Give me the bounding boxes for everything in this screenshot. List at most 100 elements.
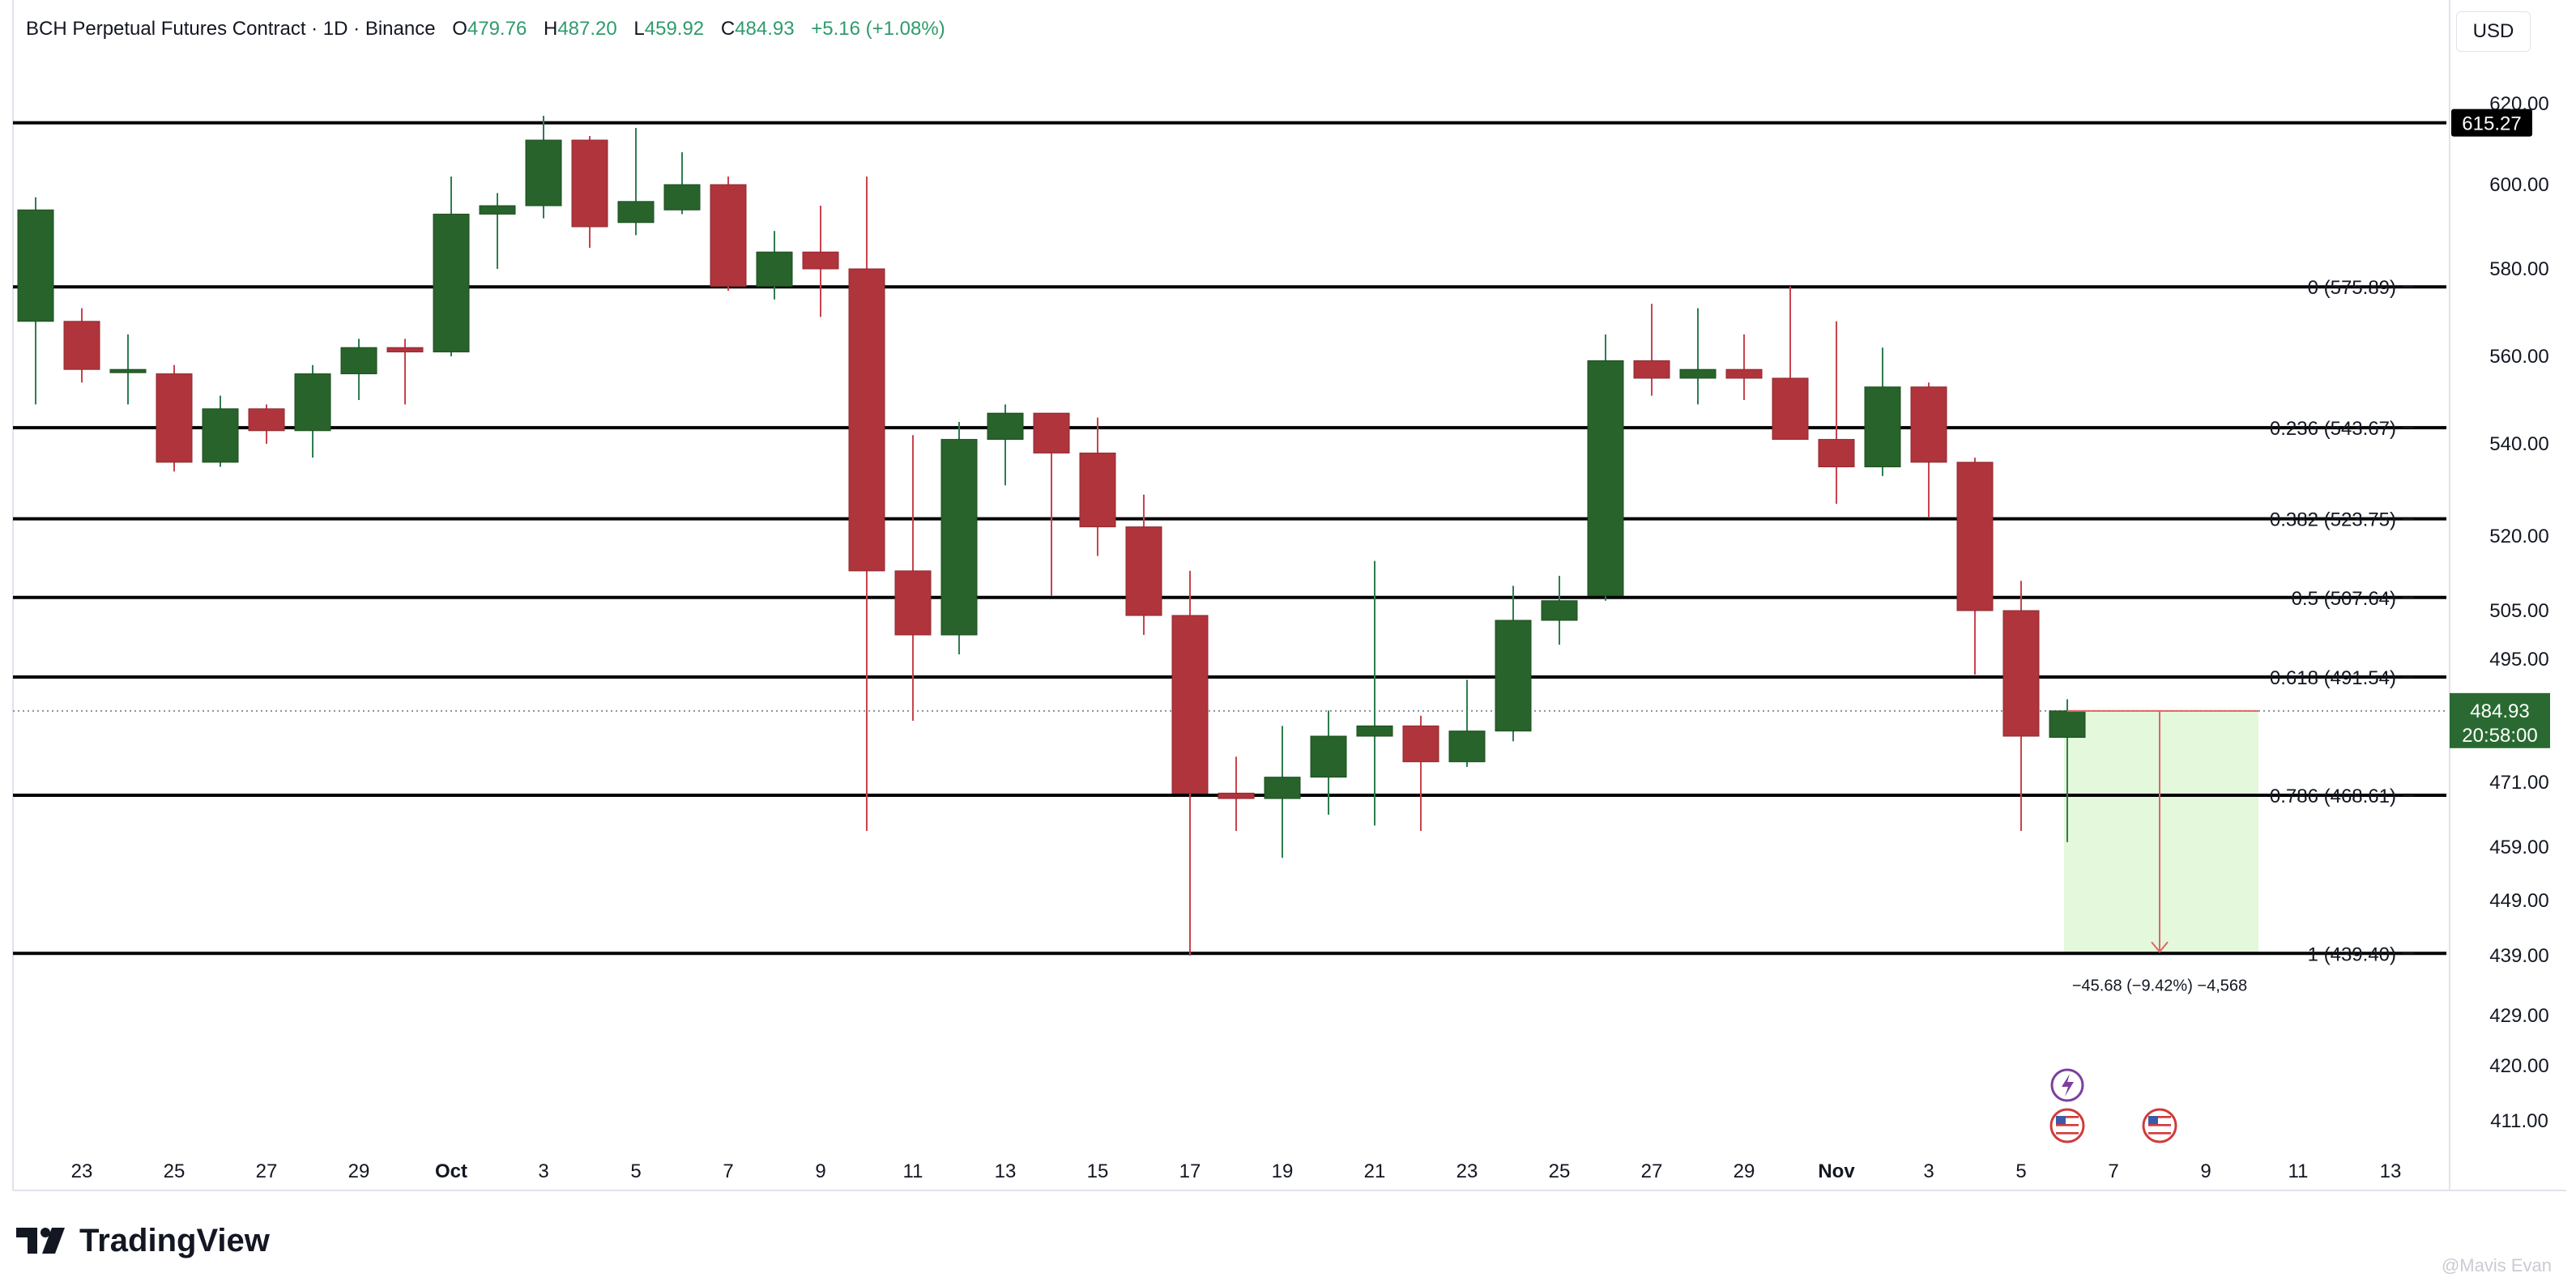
price-tick-label: 580.00 xyxy=(2489,258,2548,280)
price-tick-label: 505.00 xyxy=(2489,600,2548,622)
time-tick-label: 21 xyxy=(1364,1160,1386,1182)
time-tick-label: 9 xyxy=(2200,1160,2211,1182)
flag-stripe xyxy=(2148,1124,2171,1126)
time-tick-label: 7 xyxy=(2108,1160,2118,1182)
flag-stripe xyxy=(2056,1124,2079,1126)
candle-body xyxy=(1818,439,1855,467)
candle-body xyxy=(340,347,377,375)
candle-body xyxy=(1587,360,1624,597)
candle-body xyxy=(1541,600,1578,621)
candle-body xyxy=(987,412,1024,441)
candle-body xyxy=(525,139,562,207)
projection-label: −45.68 (−9.42%) −4,568 xyxy=(2072,977,2247,994)
candle-body xyxy=(1218,792,1255,799)
price-tick-label: 540.00 xyxy=(2489,433,2548,455)
fib-label: 0.382 (523.75) xyxy=(2270,509,2396,531)
candle-body xyxy=(571,139,608,228)
price-tick-label: 459.00 xyxy=(2489,837,2548,858)
candle-body xyxy=(1402,725,1439,763)
flag-stripe xyxy=(2148,1128,2171,1131)
time-tick-label: 25 xyxy=(164,1160,186,1182)
open-label: O xyxy=(452,18,467,40)
candle-body xyxy=(294,373,331,432)
time-tick-label: 23 xyxy=(1456,1160,1478,1182)
time-tick-label: 25 xyxy=(1549,1160,1571,1182)
candle-body xyxy=(1125,526,1162,616)
time-tick-label: Nov xyxy=(1818,1160,1855,1182)
low-value: 459.92 xyxy=(644,18,705,40)
candle-body xyxy=(109,368,147,373)
flag-stripe xyxy=(2056,1128,2079,1131)
candle-body xyxy=(1910,386,1947,463)
time-tick-label: 13 xyxy=(995,1160,1017,1182)
candle-body xyxy=(1079,452,1116,528)
candle-body xyxy=(248,408,285,432)
price-tick-label: 449.00 xyxy=(2489,890,2548,912)
close-value: 484.93 xyxy=(735,18,795,40)
candle-body xyxy=(63,321,100,370)
flag-stripe xyxy=(2056,1116,2079,1118)
flag-stripe xyxy=(2148,1116,2171,1118)
candle-body xyxy=(940,439,978,636)
candle-body xyxy=(433,213,470,353)
candle-body xyxy=(1633,360,1670,379)
candle-body xyxy=(1264,777,1301,799)
time-tick-label: Oct xyxy=(435,1160,467,1182)
candle-body xyxy=(2049,710,2086,739)
lightning-glyph xyxy=(2062,1074,2074,1097)
candle-body xyxy=(894,570,932,636)
price-tick-label: 420.00 xyxy=(2489,1055,2548,1077)
candle-body xyxy=(1956,462,1994,611)
time-tick-label: 5 xyxy=(630,1160,641,1182)
time-tick-label: 9 xyxy=(815,1160,825,1182)
fib-label: 0.786 (468.61) xyxy=(2270,786,2396,807)
tradingview-logo[interactable]: TradingView xyxy=(16,1216,270,1265)
candle-body xyxy=(1356,725,1393,737)
time-tick-label: 3 xyxy=(538,1160,548,1182)
price-tick-label: 560.00 xyxy=(2489,346,2548,368)
fib-label: 1 (439.40) xyxy=(2308,943,2396,965)
flag-stripe xyxy=(2056,1132,2079,1135)
candle-body xyxy=(17,209,54,322)
high-label: H xyxy=(543,18,558,40)
tradingview-icon xyxy=(16,1228,65,1254)
time-tick-label: 5 xyxy=(2015,1160,2026,1182)
time-tick-label: 29 xyxy=(348,1160,370,1182)
countdown-text: 20:58:00 xyxy=(2462,725,2537,747)
time-tick-label: 13 xyxy=(2380,1160,2402,1182)
price-tick-label: 495.00 xyxy=(2489,649,2548,671)
change-value: +5.16 (+1.08%) xyxy=(811,18,945,40)
symbol-title[interactable]: BCH Perpetual Futures Contract · 1D · Bi… xyxy=(26,18,436,40)
candle-body xyxy=(1679,368,1717,379)
candle-body xyxy=(848,268,885,572)
candle-body xyxy=(617,201,655,224)
candle-body xyxy=(1725,368,1763,379)
currency-button[interactable]: USD xyxy=(2456,11,2531,52)
candle-body xyxy=(710,184,747,287)
fib-label: 0 (575.89) xyxy=(2308,277,2396,299)
projection-box xyxy=(2064,710,2258,954)
top-price-badge xyxy=(2451,109,2532,137)
candle-body xyxy=(1033,412,1070,454)
price-tick-label: 471.00 xyxy=(2489,772,2548,794)
candle-body xyxy=(663,184,701,211)
candle-body xyxy=(479,205,516,215)
price-tick-label: 411.00 xyxy=(2490,1110,2548,1132)
candle-body xyxy=(156,373,193,463)
current-price-text: 484.93 xyxy=(2470,700,2529,722)
time-tick-label: 11 xyxy=(903,1160,923,1182)
time-tick-label: 27 xyxy=(256,1160,278,1182)
candle-body xyxy=(1495,620,1532,732)
time-tick-label: 17 xyxy=(1179,1160,1201,1182)
candle-body xyxy=(756,251,793,287)
fib-label: 0.236 (543.67) xyxy=(2270,418,2396,440)
price-tick-label: 600.00 xyxy=(2489,174,2548,196)
flag-canton xyxy=(2056,1116,2066,1124)
projection-arrow-head xyxy=(2151,941,2169,953)
flag-stripe xyxy=(2148,1132,2171,1135)
candle-body xyxy=(386,347,424,353)
candle-body xyxy=(1772,377,1809,441)
time-tick-label: 23 xyxy=(71,1160,93,1182)
flag-canton xyxy=(2148,1116,2158,1124)
